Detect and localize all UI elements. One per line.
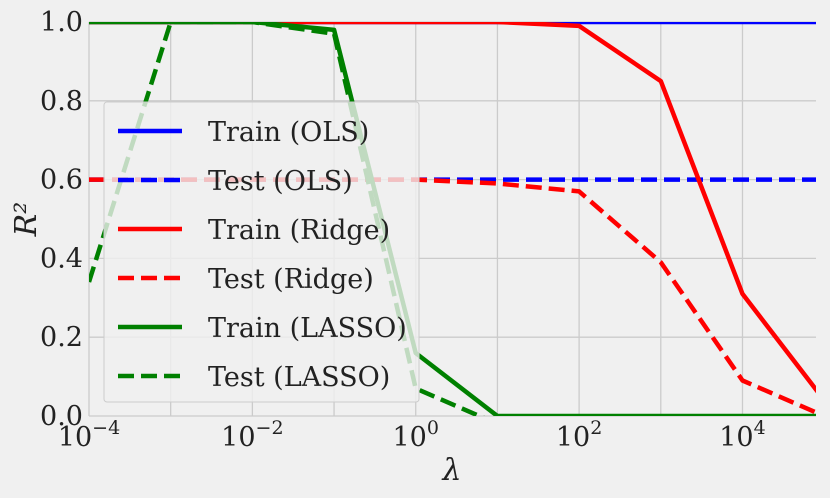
series-line-2 xyxy=(89,22,816,394)
y-tick-label: 0.4 xyxy=(40,243,83,274)
legend-label: Test (OLS) xyxy=(208,166,353,197)
y-axis-label: R² xyxy=(9,202,44,238)
x-tick-label: 10−2 xyxy=(221,417,283,453)
x-tick-label: 102 xyxy=(556,417,602,453)
x-tick-exponent: −4 xyxy=(92,417,120,439)
x-tick-base: 10 xyxy=(58,422,92,453)
legend-label: Train (Ridge) xyxy=(208,215,390,246)
y-tick-label: 0.8 xyxy=(40,86,83,117)
x-tick-base: 10 xyxy=(556,422,590,453)
x-tick-label: 104 xyxy=(719,417,765,453)
legend-label: Train (LASSO) xyxy=(208,313,407,344)
x-tick-exponent: 4 xyxy=(754,417,766,439)
y-tick-label: 0.2 xyxy=(40,322,83,353)
legend-label: Train (OLS) xyxy=(208,117,369,148)
legend-box xyxy=(103,101,420,403)
legend-label: Test (LASSO) xyxy=(208,362,390,393)
x-tick-base: 10 xyxy=(719,422,753,453)
x-axis-label: λ xyxy=(441,453,461,488)
legend: Train (OLS) Test (OLS) Train (Ridge) Test (… xyxy=(103,101,420,403)
x-tick-exponent: −2 xyxy=(256,417,284,439)
x-tick-label: 10−4 xyxy=(58,417,120,453)
x-tick-exponent: 0 xyxy=(427,417,439,439)
y-tick-label: 0.0 xyxy=(40,401,83,432)
x-tick-base: 10 xyxy=(221,422,255,453)
series-line-4 xyxy=(89,22,816,416)
legend-label: Test (Ridge) xyxy=(208,264,374,295)
y-tick-labels: 0.0 0.2 0.4 0.6 0.8 1.0 xyxy=(40,7,83,432)
x-tick-label: 100 xyxy=(393,417,439,453)
y-tick-label: 0.6 xyxy=(40,165,83,196)
y-tick-label: 1.0 xyxy=(40,7,83,38)
x-tick-labels: 10−4 10−2 100 102 104 xyxy=(58,417,766,453)
x-tick-base: 10 xyxy=(393,422,427,453)
x-tick-exponent: 2 xyxy=(590,417,602,439)
